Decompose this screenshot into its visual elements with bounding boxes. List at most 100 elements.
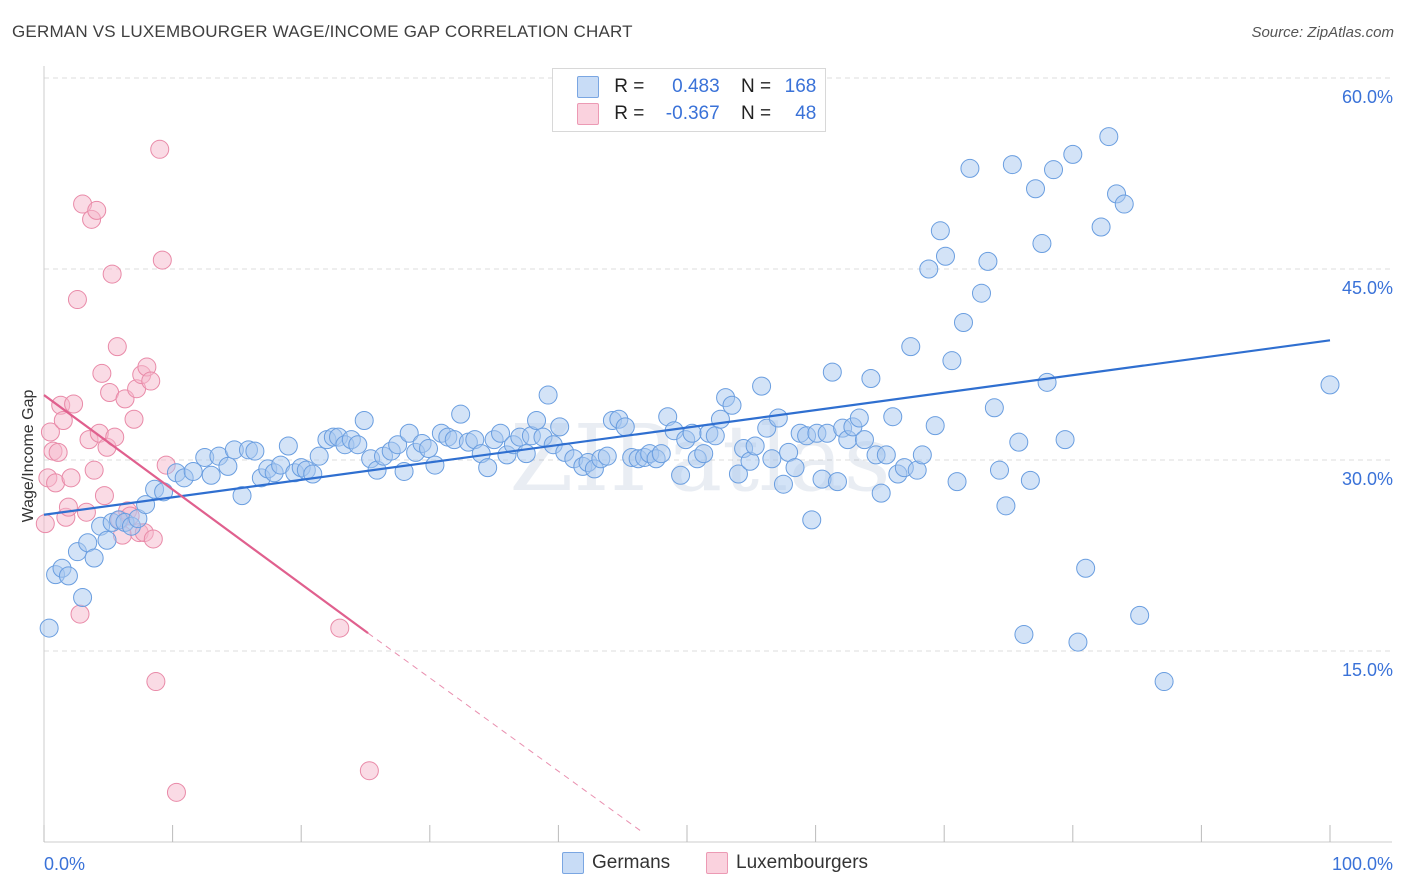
luxembourgers-trend-line xyxy=(43,394,369,635)
german-point xyxy=(1032,234,1052,254)
german-point xyxy=(73,588,93,608)
german-point xyxy=(183,461,203,481)
german-point xyxy=(822,362,842,382)
luxembourger-point xyxy=(53,411,73,431)
luxembourger-point xyxy=(102,264,122,284)
y-axis-label: Wage/Income Gap xyxy=(20,390,37,523)
x-tick-label-max: 100.0% xyxy=(1332,854,1393,874)
german-point xyxy=(1044,160,1064,180)
luxembourger-point xyxy=(94,486,114,506)
germans-series xyxy=(39,127,1340,692)
source-credit: Source: ZipAtlas.com xyxy=(1251,24,1394,41)
german-point xyxy=(694,444,714,464)
german-point xyxy=(425,455,445,475)
german-point xyxy=(1099,127,1119,147)
luxembourger-point xyxy=(359,761,379,781)
german-point xyxy=(39,618,59,638)
german-point xyxy=(854,430,874,450)
legend-r-value-germans: 0.483 xyxy=(672,76,720,98)
tick-labels: 15.0% 30.0% 45.0% 60.0% 0.0% 100.0% Wage/Incom… xyxy=(20,87,1393,874)
legend-n-label: N = xyxy=(740,103,772,125)
german-point xyxy=(303,464,323,484)
german-point xyxy=(491,423,511,443)
german-point xyxy=(745,436,765,456)
german-point xyxy=(538,385,558,405)
german-point xyxy=(419,439,439,459)
y-tick-label: 30.0% xyxy=(1342,469,1393,489)
luxembourgers-trend-extension xyxy=(367,632,643,833)
luxembourger-point xyxy=(40,422,60,442)
german-point xyxy=(1009,432,1029,452)
german-point xyxy=(309,446,329,466)
german-point xyxy=(671,465,691,485)
german-point xyxy=(1320,375,1340,395)
bottom-legend-germans: Germans xyxy=(562,852,670,874)
german-point xyxy=(550,417,570,437)
german-point xyxy=(1154,672,1174,692)
german-point xyxy=(768,408,788,428)
german-point xyxy=(388,435,408,455)
german-point xyxy=(728,464,748,484)
luxembourger-point xyxy=(150,139,170,159)
germans-trend-line xyxy=(43,339,1331,516)
german-point xyxy=(97,530,117,550)
german-point xyxy=(1063,144,1083,164)
legend-row-germans: R = 0.483 N = 168 xyxy=(577,76,816,98)
luxembourger-point xyxy=(84,460,104,480)
legend-n-value-germans: 168 xyxy=(784,76,817,98)
luxembourger-point xyxy=(48,442,68,462)
german-point xyxy=(960,158,980,178)
german-point xyxy=(953,312,973,332)
german-point xyxy=(1020,470,1040,490)
luxembourger-point xyxy=(70,604,90,624)
german-point xyxy=(1114,194,1134,214)
luxembourger-point xyxy=(67,290,87,310)
legend-n-value-luxembourgers: 48 xyxy=(795,103,817,125)
luxembourger-point xyxy=(166,782,186,802)
luxembourger-point xyxy=(76,502,96,522)
german-point xyxy=(1037,372,1057,392)
luxembourger-point xyxy=(124,409,144,429)
german-point xyxy=(752,376,772,396)
german-point xyxy=(930,221,950,241)
german-point xyxy=(1076,558,1096,578)
luxembourger-point xyxy=(107,337,127,357)
german-point xyxy=(925,416,945,436)
german-point xyxy=(802,510,822,530)
german-point xyxy=(399,423,419,443)
luxembourger-point xyxy=(64,394,84,414)
german-point xyxy=(996,496,1016,516)
legend-row-luxembourgers: R = -0.367 N = 48 xyxy=(577,103,816,125)
luxembourger-point xyxy=(58,497,78,517)
german-point xyxy=(876,445,896,465)
bottom-legend-luxembourgers: Luxembourgers xyxy=(706,852,868,874)
german-point xyxy=(201,465,221,485)
german-point xyxy=(651,444,671,464)
luxembourger-point xyxy=(152,250,172,270)
luxembourger-point xyxy=(35,514,55,534)
german-point xyxy=(947,472,967,492)
german-point xyxy=(58,566,78,586)
german-point xyxy=(984,398,1004,418)
bottom-legend-label-germans: Germans xyxy=(592,852,671,874)
luxembourger-point xyxy=(92,363,112,383)
german-point xyxy=(478,458,498,478)
german-point xyxy=(849,408,869,428)
luxembourger-point xyxy=(141,371,161,391)
german-point xyxy=(978,251,998,271)
german-point xyxy=(971,283,991,303)
german-point xyxy=(912,445,932,465)
german-point xyxy=(871,483,891,503)
y-tick-label: 45.0% xyxy=(1342,278,1393,298)
correlation-legend: R = 0.483 N = 168 R = -0.367 N = 48 xyxy=(552,68,826,132)
german-point xyxy=(883,407,903,427)
german-point xyxy=(354,411,374,431)
legend-swatch-germans xyxy=(577,76,599,98)
german-point xyxy=(451,404,471,424)
german-point xyxy=(705,426,725,446)
german-point xyxy=(722,395,742,415)
y-tick-label: 15.0% xyxy=(1342,660,1393,680)
german-point xyxy=(84,548,104,568)
german-point xyxy=(597,446,617,466)
